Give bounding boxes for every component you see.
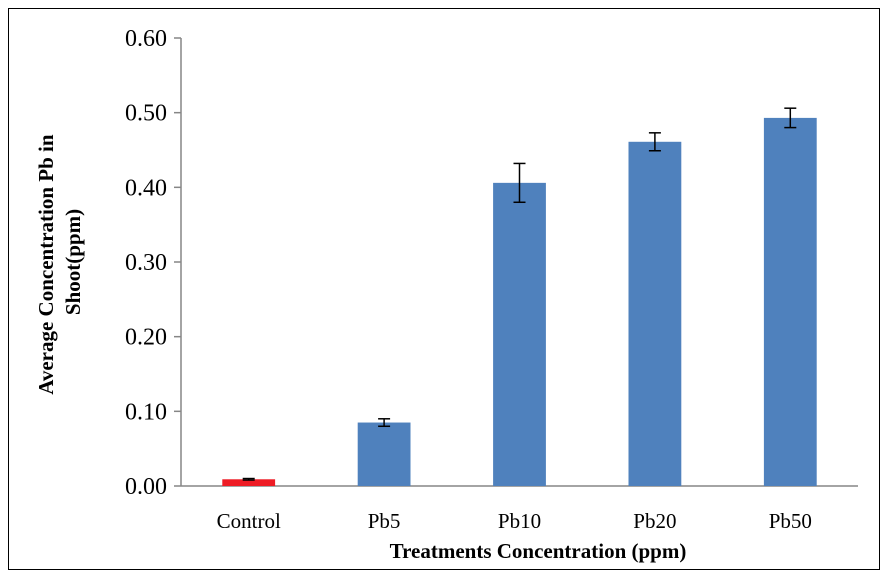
y-tick-label: 0.40 [125,175,167,201]
bar-pb10 [493,182,546,486]
x-tick-labels: Control Pb5 Pb10 Pb20 Pb50 [217,509,812,533]
bars [222,117,817,486]
y-tick-label: 0.60 [125,26,167,52]
y-tick-label: 0.10 [125,399,167,425]
bar-pb20 [628,141,682,486]
bar-pb5 [357,422,411,486]
y-axis-title: Average Concentration Pb in Shoot(ppm) [34,129,85,395]
x-tick-label: Pb5 [368,509,401,533]
chart-frame [8,8,880,570]
x-tick-label: Pb10 [498,509,541,533]
y-tick-label: 0.20 [125,325,167,351]
x-tick-label: Pb50 [769,509,812,533]
bar-control [222,479,276,486]
y-axis: 0.00 0.10 0.20 0.30 0.40 0.50 0.60 [125,26,182,500]
y-tick-label: 0.00 [125,474,167,500]
x-tick-label: Control [217,509,281,533]
x-axis-title: Treatments Concentration (ppm) [390,539,687,563]
y-axis-title-line-1: Average Concentration Pb in [34,134,58,395]
error-bars [242,107,797,481]
y-tick-label: 0.50 [125,101,167,127]
x-tick-label: Pb20 [633,509,676,533]
bar-pb50 [763,117,817,486]
y-axis-title-line-2: Shoot(ppm) [61,209,85,315]
y-tick-label: 0.30 [125,250,167,276]
